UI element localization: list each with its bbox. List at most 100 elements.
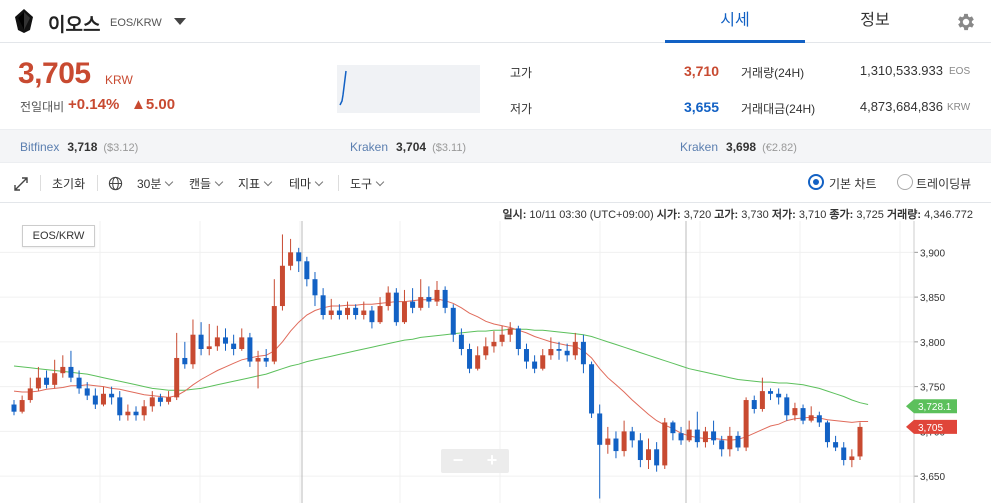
price-marker-label: 3,728.1 xyxy=(918,402,952,413)
candle-body xyxy=(605,438,611,445)
mini-chart xyxy=(337,65,480,113)
candle-body xyxy=(450,307,456,335)
candle-body xyxy=(418,297,424,308)
exchange-item[interactable]: Bitfinex 3,718 ($3.12) xyxy=(20,140,138,154)
reset-button[interactable]: 초기화 xyxy=(52,177,86,191)
coin-name: 이오스 xyxy=(48,15,101,36)
candle-body xyxy=(231,343,237,350)
candle-body xyxy=(312,279,318,296)
globe-icon[interactable] xyxy=(108,176,123,191)
ohlc-info: 일시: 10/11 03:30 (UTC+09:00) 시가: 3,720 고가… xyxy=(502,206,973,222)
candle-body xyxy=(580,341,586,365)
candle-body xyxy=(833,442,839,448)
volume-label: 거래량: xyxy=(886,209,921,221)
tab-info[interactable]: 정보 xyxy=(860,12,890,29)
tradingview-radio[interactable] xyxy=(897,174,913,190)
basic-chart-radio[interactable] xyxy=(808,174,824,190)
candle-body xyxy=(214,337,220,347)
candle-body xyxy=(768,391,774,394)
candle-body xyxy=(849,456,855,461)
zoom-out-button[interactable]: − xyxy=(452,450,464,470)
candle-body xyxy=(198,334,204,350)
chevron-down-icon xyxy=(375,177,385,187)
candle-body xyxy=(239,337,245,350)
price-unit: KRW xyxy=(105,73,133,87)
gear-icon[interactable] xyxy=(955,11,977,33)
candle-body xyxy=(182,357,188,365)
candle-body xyxy=(68,366,74,378)
candle-body xyxy=(19,400,25,412)
open-label: 시가: xyxy=(656,209,681,221)
candle-body xyxy=(613,438,619,452)
close-value: 3,725 xyxy=(856,209,884,221)
exchange-price: 3,698 xyxy=(726,140,757,154)
candle-body xyxy=(393,292,399,323)
exchange-item[interactable]: Kraken 3,698 (€2.82) xyxy=(680,140,797,154)
candle-body xyxy=(410,301,416,308)
turnover-value: 4,873,684,836 xyxy=(859,99,943,114)
candle-body xyxy=(694,429,700,443)
tab-price[interactable]: 시세 xyxy=(665,0,805,43)
candle-body xyxy=(792,408,798,416)
expand-icon[interactable] xyxy=(14,177,28,191)
candle-body xyxy=(483,346,489,356)
low-label: 저가 xyxy=(510,102,533,116)
candle-body xyxy=(84,388,90,396)
tradingview-label[interactable]: 트레이딩뷰 xyxy=(916,177,972,191)
exchange-price: 3,718 xyxy=(67,140,98,154)
high-label: 고가: xyxy=(714,209,739,221)
exchange-price: 3,704 xyxy=(396,140,427,154)
candle-body xyxy=(247,337,253,362)
indicator-dropdown[interactable]: 지표 xyxy=(238,175,273,192)
theme-label: 테마 xyxy=(289,177,312,191)
candle-body xyxy=(109,393,115,398)
zoom-in-button[interactable]: + xyxy=(486,450,498,470)
tools-dropdown[interactable]: 도구 xyxy=(350,175,385,192)
change-amount: ▲5.00 xyxy=(131,96,176,113)
basic-chart-label[interactable]: 기본 차트 xyxy=(829,177,877,191)
low-value: 3,710 xyxy=(798,209,827,221)
candle-body xyxy=(548,349,554,356)
candle-body xyxy=(288,252,294,266)
divider xyxy=(40,175,41,191)
date-value: 10/11 03:30 (UTC+09:00) xyxy=(529,209,654,221)
candle-body xyxy=(92,395,98,405)
candle-body xyxy=(190,334,196,365)
candle-body xyxy=(816,415,822,423)
candle-body xyxy=(434,289,440,302)
candle-body xyxy=(711,431,717,441)
candle-body xyxy=(336,310,342,315)
candle-body xyxy=(271,306,277,362)
price-chart[interactable]: 3,6503,7003,7503,8003,8503,9003,728.13,7… xyxy=(0,203,991,503)
candle-body xyxy=(255,357,261,362)
y-tick-label: 3,900 xyxy=(920,248,945,259)
candle-body xyxy=(76,377,82,389)
price-summary: 3,705 KRW 전일대비 +0.14% ▲5.00 고가 3,710 저가 … xyxy=(0,43,991,129)
price-marker-badge xyxy=(906,419,957,434)
candle-body xyxy=(629,431,635,441)
volume-unit: EOS xyxy=(949,66,971,77)
candle-body xyxy=(100,393,106,405)
y-tick-label: 3,850 xyxy=(920,293,945,304)
theme-dropdown[interactable]: 테마 xyxy=(289,175,324,192)
coin-pair: EOS/KRW xyxy=(110,17,162,29)
close-label: 종가: xyxy=(829,209,854,221)
candle-body xyxy=(369,310,375,323)
candle-body xyxy=(125,411,131,416)
exchange-item[interactable]: Kraken 3,704 ($3.11) xyxy=(350,140,466,154)
candle-body xyxy=(532,361,538,369)
candle-body xyxy=(133,411,139,416)
candle-body xyxy=(857,426,863,457)
chevron-down-icon[interactable] xyxy=(174,18,186,25)
divider xyxy=(97,175,98,191)
ma-short-line xyxy=(13,298,869,441)
y-tick-label: 3,800 xyxy=(920,338,945,349)
candle-body xyxy=(491,341,497,347)
candle-body xyxy=(223,337,228,344)
candle-dropdown[interactable]: 캔들 xyxy=(189,175,224,192)
candle-body xyxy=(11,404,17,412)
interval-dropdown[interactable]: 30분 xyxy=(137,175,174,192)
candle-body xyxy=(304,261,310,280)
candle-body xyxy=(499,334,505,342)
candle-body xyxy=(808,415,814,421)
